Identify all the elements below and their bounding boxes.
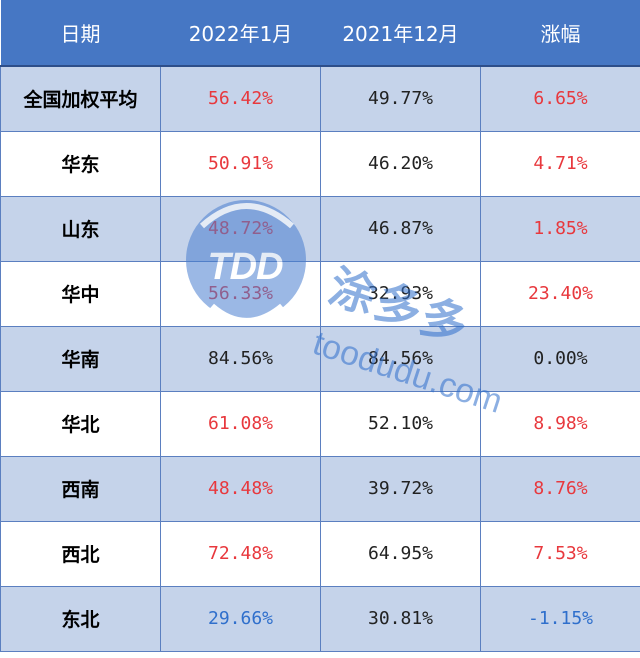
table-header-row: 日期 2022年1月 2021年12月 涨幅 (0, 0, 640, 66)
dec-2021-cell: 39.72% (320, 455, 481, 522)
region-cell: 山东 (0, 195, 161, 262)
region-cell: 华中 (0, 260, 161, 327)
table-row: 华南 84.56% 84.56% 0.00% (0, 325, 640, 392)
dec-2021-cell: 49.77% (320, 65, 481, 132)
region-cell: 华南 (0, 325, 161, 392)
jan-2022-cell: 56.42% (160, 65, 321, 132)
dec-2021-cell: 52.10% (320, 390, 481, 457)
change-cell: 6.65% (480, 65, 640, 132)
jan-2022-cell: 56.33% (160, 260, 321, 327)
jan-2022-cell: 84.56% (160, 325, 321, 392)
table-row: 西北 72.48% 64.95% 7.53% (0, 520, 640, 587)
change-cell: -1.15% (480, 585, 640, 652)
dec-2021-cell: 64.95% (320, 520, 481, 587)
jan-2022-cell: 29.66% (160, 585, 321, 652)
header-jan-2022: 2022年1月 (188, 22, 293, 46)
dec-2021-cell: 84.56% (320, 325, 481, 392)
jan-2022-cell: 61.08% (160, 390, 321, 457)
table-row: 华东 50.91% 46.20% 4.71% (0, 130, 640, 197)
header-date: 日期 (60, 22, 101, 46)
change-cell: 7.53% (480, 520, 640, 587)
jan-2022-cell: 48.72% (160, 195, 321, 262)
dec-2021-cell: 46.87% (320, 195, 481, 262)
dec-2021-cell: 46.20% (320, 130, 481, 197)
region-cell: 西南 (0, 455, 161, 522)
change-cell: 0.00% (480, 325, 640, 392)
table-row: 华中 56.33% 32.93% 23.40% (0, 260, 640, 327)
change-cell: 1.85% (480, 195, 640, 262)
change-cell: 8.98% (480, 390, 640, 457)
dec-2021-cell: 32.93% (320, 260, 481, 327)
table-row: 全国加权平均 56.42% 49.77% 6.65% (0, 65, 640, 132)
change-cell: 8.76% (480, 455, 640, 522)
header-dec-2021: 2021年12月 (342, 22, 459, 46)
table-row: 华北 61.08% 52.10% 8.98% (0, 390, 640, 457)
table-row: 山东 48.72% 46.87% 1.85% (0, 195, 640, 262)
region-cell: 华东 (0, 130, 161, 197)
region-cell: 西北 (0, 520, 161, 587)
table-row: 东北 29.66% 30.81% -1.15% (0, 585, 640, 652)
change-cell: 4.71% (480, 130, 640, 197)
table-row: 西南 48.48% 39.72% 8.76% (0, 455, 640, 522)
region-cell: 全国加权平均 (0, 65, 161, 132)
jan-2022-cell: 48.48% (160, 455, 321, 522)
jan-2022-cell: 50.91% (160, 130, 321, 197)
header-change: 涨幅 (540, 22, 581, 46)
region-cell: 东北 (0, 585, 161, 652)
region-cell: 华北 (0, 390, 161, 457)
dec-2021-cell: 30.81% (320, 585, 481, 652)
jan-2022-cell: 72.48% (160, 520, 321, 587)
change-cell: 23.40% (480, 260, 640, 327)
